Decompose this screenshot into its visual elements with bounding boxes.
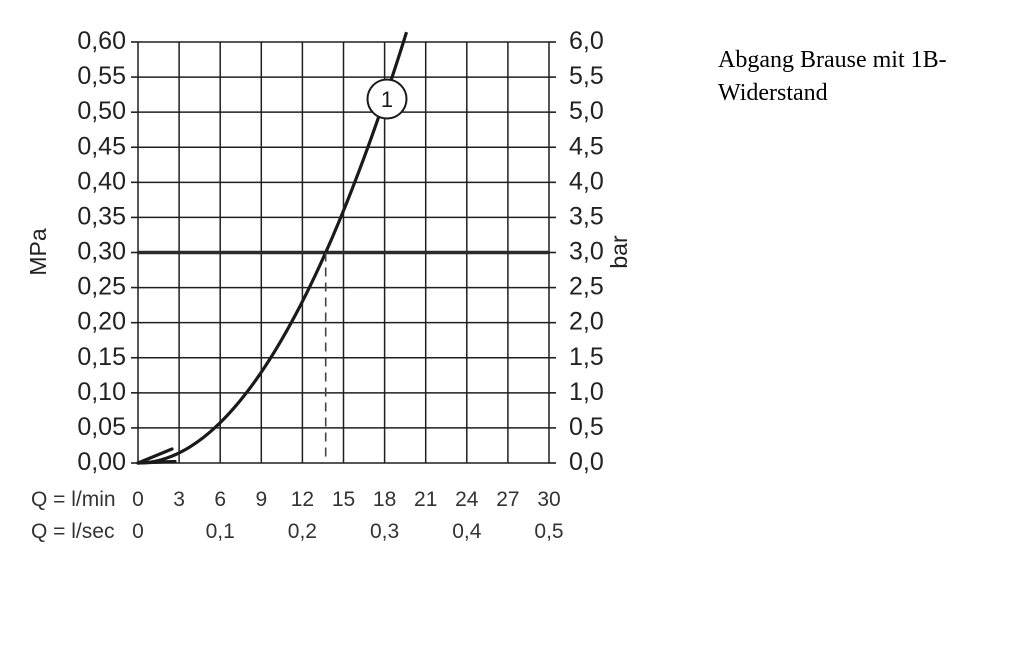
svg-text:0,50: 0,50	[77, 97, 126, 125]
svg-text:0,55: 0,55	[77, 62, 126, 90]
svg-text:0,35: 0,35	[77, 202, 126, 230]
svg-text:1,5: 1,5	[569, 343, 604, 371]
svg-text:24: 24	[455, 488, 479, 511]
svg-text:0,0: 0,0	[569, 448, 604, 476]
svg-text:0,45: 0,45	[77, 132, 126, 160]
svg-text:0,4: 0,4	[452, 520, 482, 543]
svg-text:MPa: MPa	[25, 228, 51, 276]
svg-text:0,20: 0,20	[77, 308, 126, 336]
svg-text:bar: bar	[606, 235, 632, 269]
svg-text:0,15: 0,15	[77, 343, 126, 371]
svg-text:27: 27	[496, 488, 519, 511]
svg-text:3: 3	[173, 488, 185, 511]
svg-text:1,0: 1,0	[569, 378, 604, 406]
svg-text:4,0: 4,0	[569, 167, 604, 195]
svg-text:Q = l/min: Q = l/min	[31, 488, 116, 511]
svg-text:18: 18	[373, 488, 396, 511]
svg-text:0: 0	[132, 520, 144, 543]
svg-text:0: 0	[132, 488, 144, 511]
svg-text:3,0: 3,0	[569, 238, 604, 266]
svg-text:5,0: 5,0	[569, 97, 604, 125]
svg-text:2,0: 2,0	[569, 308, 604, 336]
svg-text:0,1: 0,1	[206, 520, 235, 543]
svg-text:0,00: 0,00	[77, 448, 126, 476]
svg-text:0,40: 0,40	[77, 167, 126, 195]
svg-text:5,5: 5,5	[569, 62, 604, 90]
svg-text:0,2: 0,2	[288, 520, 317, 543]
svg-text:0,30: 0,30	[77, 238, 126, 266]
svg-text:0,25: 0,25	[77, 273, 126, 301]
svg-text:21: 21	[414, 488, 437, 511]
svg-text:0,05: 0,05	[77, 413, 126, 441]
svg-text:3,5: 3,5	[569, 202, 604, 230]
svg-text:0,3: 0,3	[370, 520, 399, 543]
svg-text:6,0: 6,0	[569, 27, 604, 55]
svg-text:0,60: 0,60	[77, 27, 126, 55]
svg-text:30: 30	[537, 488, 560, 511]
svg-text:0,5: 0,5	[569, 413, 604, 441]
svg-text:0,10: 0,10	[77, 378, 126, 406]
svg-text:9: 9	[255, 488, 267, 511]
svg-text:Q = l/sec: Q = l/sec	[31, 520, 114, 543]
svg-text:12: 12	[291, 488, 314, 511]
svg-text:15: 15	[332, 488, 355, 511]
svg-text:6: 6	[214, 488, 226, 511]
svg-text:2,5: 2,5	[569, 273, 604, 301]
svg-text:0,5: 0,5	[534, 520, 563, 543]
svg-text:1: 1	[381, 87, 393, 112]
svg-text:4,5: 4,5	[569, 132, 604, 160]
